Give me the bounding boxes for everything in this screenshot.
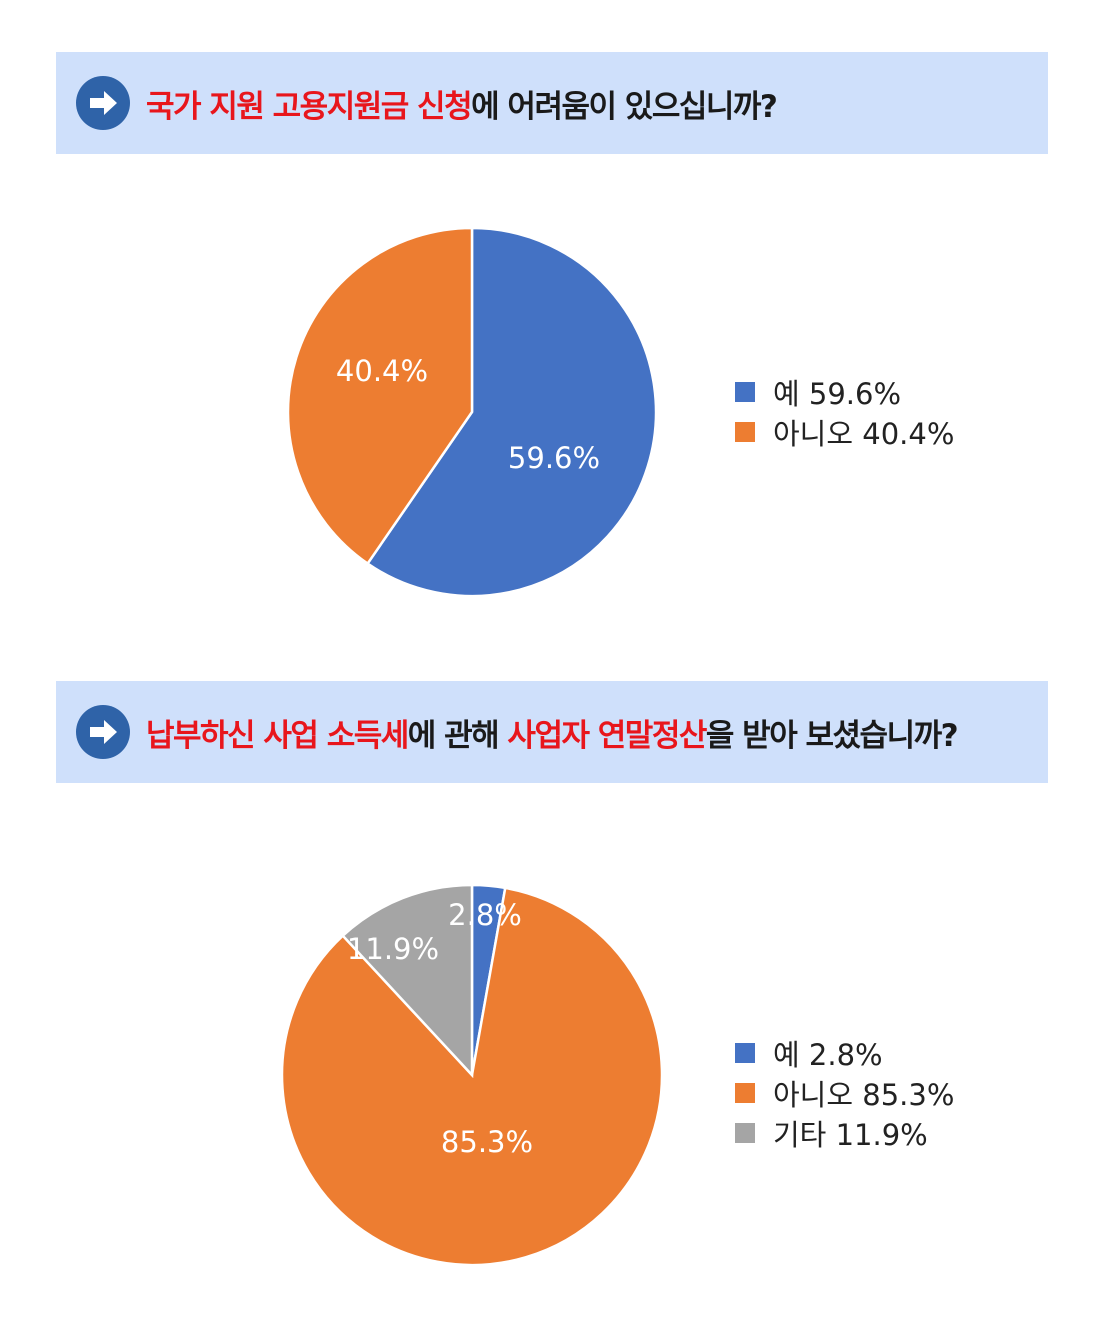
chart-2-legend-item: 기타 11.9% bbox=[735, 1113, 954, 1153]
chart-2-slice-label-1: 85.3% bbox=[441, 1125, 533, 1159]
chart-2-legend-item: 예 2.8% bbox=[735, 1033, 954, 1073]
chart-1-legend-swatch bbox=[735, 382, 755, 402]
chart-2-legend-item: 아니오 85.3% bbox=[735, 1073, 954, 1113]
question-1-banner: 국가 지원 고용지원금 신청에 어려움이 있으십니까? bbox=[56, 52, 1048, 154]
chart-2-legend-swatch bbox=[735, 1123, 755, 1143]
chart-1-legend-swatch bbox=[735, 422, 755, 442]
chart-2-legend-swatch bbox=[735, 1083, 755, 1103]
chart-1-legend: 예 59.6% 아니오 40.4% bbox=[735, 372, 954, 452]
chart-1-slice-label-0: 59.6% bbox=[508, 441, 600, 475]
pie-chart-1: 59.6% 40.4% bbox=[286, 226, 658, 598]
pie-chart-2: 2.8% 85.3% 11.9% bbox=[280, 883, 664, 1267]
question-1-title: 국가 지원 고용지원금 신청에 어려움이 있으십니까? bbox=[146, 81, 778, 126]
chart-1-slice-0 bbox=[365, 226, 658, 598]
question-1-title-highlight: 국가 지원 고용지원금 신청 bbox=[146, 88, 473, 125]
chart-2-slice-label-2: 11.9% bbox=[347, 932, 439, 966]
chart-1-slice-label-1: 40.4% bbox=[336, 354, 428, 388]
chart-2-slice-2 bbox=[341, 883, 474, 1079]
chart-1-slice-1 bbox=[286, 226, 474, 566]
arrow-right-circle-icon bbox=[76, 705, 130, 759]
arrow-right-circle-icon bbox=[76, 76, 130, 130]
question-2-title-mid: 에 관해 bbox=[407, 717, 508, 754]
question-2-title-highlight-2: 사업자 연말정산 bbox=[507, 717, 707, 754]
chart-1-legend-item: 아니오 40.4% bbox=[735, 412, 954, 452]
chart-2-legend-label: 기타 11.9% bbox=[773, 1118, 928, 1152]
question-2-title: 납부하신 사업 소득세에 관해 사업자 연말정산을 받아 보셨습니까? bbox=[146, 710, 959, 755]
chart-1-legend-item: 예 59.6% bbox=[735, 372, 954, 412]
chart-2-legend: 예 2.8% 아니오 85.3% 기타 11.9% bbox=[735, 1033, 954, 1153]
question-2-banner: 납부하신 사업 소득세에 관해 사업자 연말정산을 받아 보셨습니까? bbox=[56, 681, 1048, 783]
chart-1-legend-label: 예 59.6% bbox=[773, 377, 902, 411]
chart-2-legend-label: 아니오 85.3% bbox=[773, 1078, 955, 1112]
chart-1-legend-label: 아니오 40.4% bbox=[773, 417, 955, 451]
chart-2-legend-swatch bbox=[735, 1043, 755, 1063]
question-2-title-highlight-1: 납부하신 사업 소득세 bbox=[146, 717, 409, 754]
chart-2-legend-label: 예 2.8% bbox=[773, 1038, 883, 1072]
question-1-title-rest: 에 어려움이 있으십니까? bbox=[471, 88, 778, 125]
chart-2-slice-label-0: 2.8% bbox=[448, 898, 522, 932]
question-2-title-rest: 을 받아 보셨습니까? bbox=[705, 717, 959, 754]
